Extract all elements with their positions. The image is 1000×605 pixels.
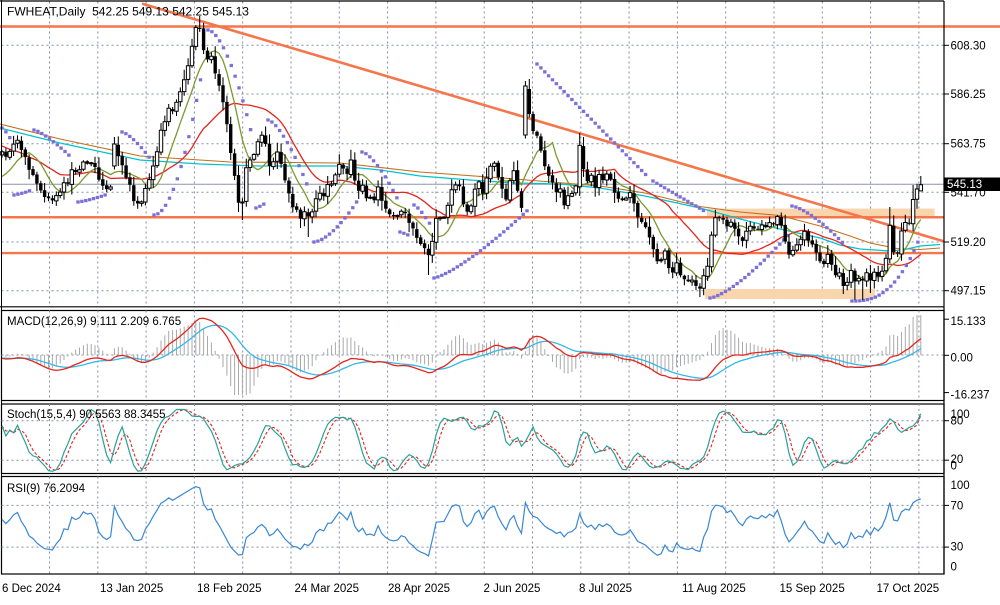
svg-text:100: 100 xyxy=(951,480,970,492)
svg-text:17 Oct 2025: 17 Oct 2025 xyxy=(877,583,940,595)
svg-text:RSI(9) 76.2094: RSI(9) 76.2094 xyxy=(7,483,86,495)
svg-text:0: 0 xyxy=(951,562,957,574)
svg-text:15 Sep 2025: 15 Sep 2025 xyxy=(780,583,845,595)
svg-text:30: 30 xyxy=(951,542,964,554)
svg-text:-16.237: -16.237 xyxy=(951,390,990,402)
svg-text:6 Dec 2024: 6 Dec 2024 xyxy=(2,583,61,595)
svg-text:586.25: 586.25 xyxy=(951,89,986,101)
svg-text:519.20: 519.20 xyxy=(951,237,986,249)
svg-text:563.75: 563.75 xyxy=(951,139,986,151)
svg-text:24 Mar 2025: 24 Mar 2025 xyxy=(295,583,360,595)
svg-text:15.133: 15.133 xyxy=(951,316,986,328)
svg-text:11 Aug 2025: 11 Aug 2025 xyxy=(682,583,746,595)
svg-text:13 Jan 2025: 13 Jan 2025 xyxy=(100,583,163,595)
svg-text:20: 20 xyxy=(951,454,964,466)
svg-text:545.13: 545.13 xyxy=(947,179,982,191)
svg-text:2 Jun 2025: 2 Jun 2025 xyxy=(484,583,541,595)
svg-text:Stoch(15,5,4) 90.5563 88.3455: Stoch(15,5,4) 90.5563 88.3455 xyxy=(7,409,166,421)
svg-text:0: 0 xyxy=(951,460,957,472)
svg-text:MACD(12,26,9) 9.111 2.209 6.76: MACD(12,26,9) 9.111 2.209 6.765 xyxy=(7,316,181,328)
svg-text:80: 80 xyxy=(951,415,964,427)
svg-text:497.15: 497.15 xyxy=(951,286,986,298)
svg-text:28 Apr 2025: 28 Apr 2025 xyxy=(388,583,450,595)
svg-text:100: 100 xyxy=(951,409,970,421)
svg-text:FWHEAT,Daily 542.25 549.13 54: FWHEAT,Daily 542.25 549.13 542.25 545.13 xyxy=(7,5,249,19)
svg-text:608.30: 608.30 xyxy=(951,40,986,52)
svg-text:18 Feb 2025: 18 Feb 2025 xyxy=(197,583,262,595)
svg-text:0.00: 0.00 xyxy=(951,352,973,364)
svg-text:8 Jul 2025: 8 Jul 2025 xyxy=(579,583,632,595)
svg-text:70: 70 xyxy=(951,501,964,513)
